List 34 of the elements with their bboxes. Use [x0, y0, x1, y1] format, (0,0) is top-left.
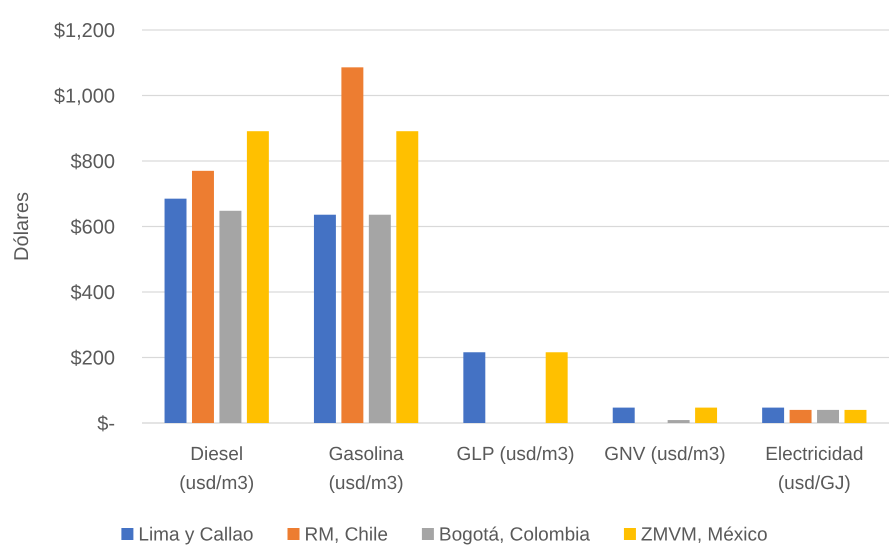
x-tick-label: GLP (usd/m3)	[456, 444, 574, 465]
x-tick-label: Electricidad (usd/GJ)	[765, 444, 864, 494]
bar	[219, 210, 242, 423]
y-axis-title: Dólares	[11, 192, 33, 261]
legend-label: ZMVM, México	[640, 524, 768, 546]
bar	[790, 410, 812, 423]
bar	[668, 420, 690, 423]
bar	[192, 170, 214, 423]
bar	[695, 408, 718, 423]
y-tick-label: $400	[70, 282, 115, 304]
bar	[817, 410, 840, 423]
x-tick-label: Gasolina (usd/m3)	[328, 444, 404, 494]
y-tick-label: $600	[70, 216, 115, 238]
bar	[762, 408, 784, 423]
bar	[396, 131, 418, 423]
bar	[612, 408, 635, 423]
bar	[246, 131, 269, 423]
bar	[546, 352, 568, 423]
legend-label: Lima y Callao	[138, 524, 254, 546]
legend-label: Bogotá, Colombia	[438, 524, 590, 546]
x-tick-label: GNV (usd/m3)	[604, 444, 726, 465]
y-tick-label: $1,000	[54, 86, 115, 108]
bar	[463, 352, 486, 423]
legend-label: RM, Chile	[304, 524, 388, 546]
bar	[368, 214, 391, 423]
y-tick-label: $-	[97, 413, 115, 435]
bar	[314, 214, 336, 423]
bar	[341, 67, 364, 423]
bar	[844, 410, 866, 423]
x-tick-label: Diesel (usd/m3)	[179, 444, 254, 494]
y-tick-label: $200	[70, 348, 115, 370]
bar	[164, 198, 187, 423]
y-tick-label: $1,200	[54, 20, 115, 42]
y-tick-label: $800	[70, 151, 115, 173]
